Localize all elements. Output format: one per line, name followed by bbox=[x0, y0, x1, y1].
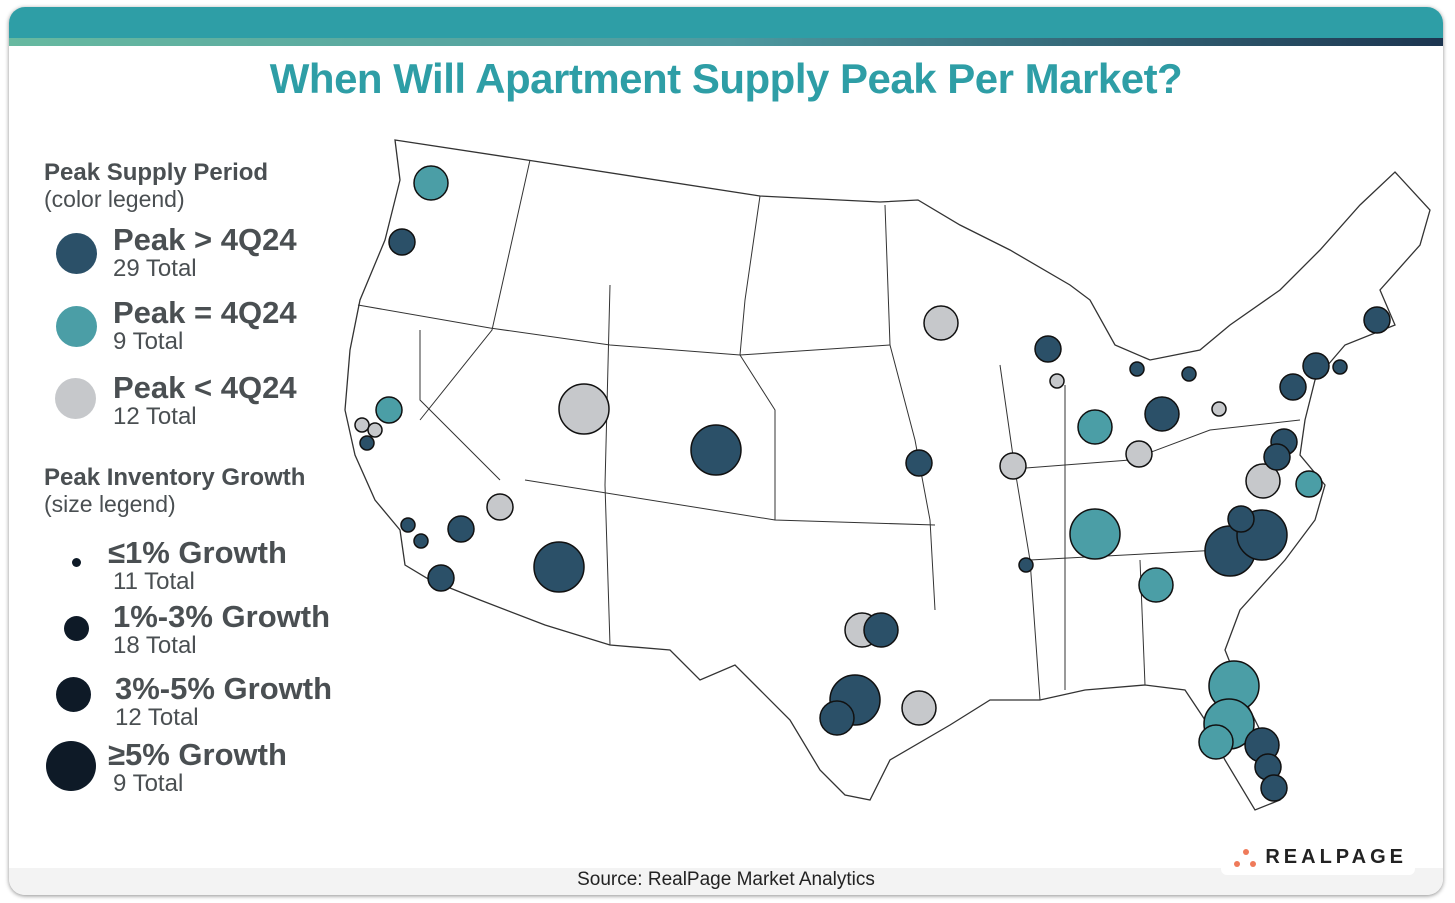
market-bubble bbox=[447, 515, 475, 543]
size-legend-title: Peak Inventory Growth bbox=[44, 464, 306, 491]
legend-total: 18 Total bbox=[113, 632, 197, 659]
legend-total: 12 Total bbox=[115, 704, 199, 731]
market-bubble bbox=[1034, 335, 1062, 363]
state-borders bbox=[357, 159, 1301, 701]
market-bubble bbox=[1198, 724, 1234, 760]
color-legend-heading: Peak Supply Period (color legend) bbox=[44, 159, 269, 213]
market-bubble bbox=[1263, 443, 1291, 471]
market-bubble bbox=[533, 541, 585, 593]
market-bubble bbox=[388, 228, 416, 256]
market-bubble bbox=[1125, 440, 1153, 468]
market-bubble bbox=[400, 517, 416, 533]
legend-size-1pct bbox=[72, 558, 81, 567]
page-title: When Will Apartment Supply Peak Per Mark… bbox=[269, 55, 1183, 102]
market-bubble bbox=[905, 449, 933, 477]
legend-label: Peak < 4Q24 bbox=[113, 370, 297, 405]
legend-total: 12 Total bbox=[113, 403, 197, 430]
legend-size-1-3pct bbox=[64, 616, 89, 641]
legend-swatch-peak-at bbox=[56, 306, 97, 347]
legend-label: Peak > 4Q24 bbox=[113, 222, 297, 257]
size-legend-heading: Peak Inventory Growth (size legend) bbox=[44, 464, 306, 518]
market-bubble bbox=[375, 396, 403, 424]
footer-bar bbox=[9, 868, 1443, 895]
logo-wordmark: REALPAGE bbox=[1265, 846, 1407, 868]
source-note: Source: RealPage Market Analytics bbox=[577, 869, 875, 890]
legend-total: 11 Total bbox=[113, 568, 195, 595]
market-bubble bbox=[486, 493, 514, 521]
legend-item-peak-after: Peak > 4Q24 29 Total bbox=[113, 224, 297, 282]
market-bubble bbox=[413, 165, 449, 201]
legend-item-growth-3: 3%-5% Growth 12 Total bbox=[115, 673, 332, 731]
market-bubble bbox=[1245, 463, 1281, 499]
legend-label: 1%-3% Growth bbox=[113, 599, 331, 634]
market-bubble bbox=[1302, 352, 1330, 380]
legend-item-peak-at: Peak = 4Q24 9 Total bbox=[113, 297, 297, 355]
realpage-logo: REALPAGE bbox=[1221, 840, 1415, 875]
market-bubble bbox=[558, 383, 610, 435]
market-bubble bbox=[901, 690, 937, 726]
legend-item-growth-4: ≥5% Growth 9 Total bbox=[108, 739, 287, 797]
market-bubble bbox=[1138, 567, 1174, 603]
legend-swatch-peak-after bbox=[56, 233, 97, 274]
market-bubble bbox=[1018, 557, 1034, 573]
legend-size-5pct bbox=[46, 741, 96, 791]
market-bubble bbox=[1363, 306, 1391, 334]
market-bubble bbox=[923, 305, 959, 341]
market-bubble bbox=[1227, 505, 1255, 533]
market-bubble bbox=[819, 700, 855, 736]
market-bubble bbox=[1069, 508, 1121, 560]
legend-item-growth-2: 1%-3% Growth 18 Total bbox=[113, 601, 330, 659]
legend-item-growth-1: ≤1% Growth 11 Total bbox=[108, 537, 287, 595]
header-band bbox=[9, 7, 1443, 38]
market-bubble bbox=[367, 422, 383, 438]
market-bubble bbox=[1332, 359, 1348, 375]
market-bubble bbox=[999, 452, 1027, 480]
market-bubble bbox=[1144, 396, 1180, 432]
color-legend-subtitle: (color legend) bbox=[44, 186, 185, 212]
market-bubble bbox=[1295, 470, 1323, 498]
market-bubble bbox=[1077, 409, 1113, 445]
color-legend-title: Peak Supply Period bbox=[44, 159, 269, 186]
market-bubble bbox=[1181, 366, 1197, 382]
legend-size-3-5pct bbox=[56, 677, 91, 712]
legend-item-peak-before: Peak < 4Q24 12 Total bbox=[113, 372, 297, 430]
legend-label: ≥5% Growth bbox=[108, 737, 287, 772]
legend-total: 29 Total bbox=[113, 255, 197, 282]
legend-total: 9 Total bbox=[113, 328, 184, 355]
market-bubble bbox=[354, 417, 370, 433]
legend-label: Peak = 4Q24 bbox=[113, 295, 297, 330]
market-bubble bbox=[1260, 774, 1288, 802]
logo-dots-icon bbox=[1234, 848, 1257, 867]
legend-swatch-peak-before bbox=[55, 378, 96, 419]
market-bubble bbox=[427, 564, 455, 592]
market-bubble bbox=[863, 612, 899, 648]
market-bubble bbox=[359, 435, 375, 451]
market-bubble bbox=[1211, 401, 1227, 417]
size-legend-subtitle: (size legend) bbox=[44, 491, 176, 517]
market-bubbles bbox=[354, 165, 1391, 802]
header-gradient-stripe bbox=[9, 38, 1443, 46]
market-bubble bbox=[690, 424, 742, 476]
legend-total: 9 Total bbox=[113, 770, 184, 797]
market-bubble bbox=[413, 533, 429, 549]
legend-label: ≤1% Growth bbox=[108, 535, 287, 570]
market-bubble bbox=[1279, 373, 1307, 401]
legend-label: 3%-5% Growth bbox=[115, 671, 333, 706]
market-bubble bbox=[1049, 373, 1065, 389]
market-bubble bbox=[1129, 361, 1145, 377]
